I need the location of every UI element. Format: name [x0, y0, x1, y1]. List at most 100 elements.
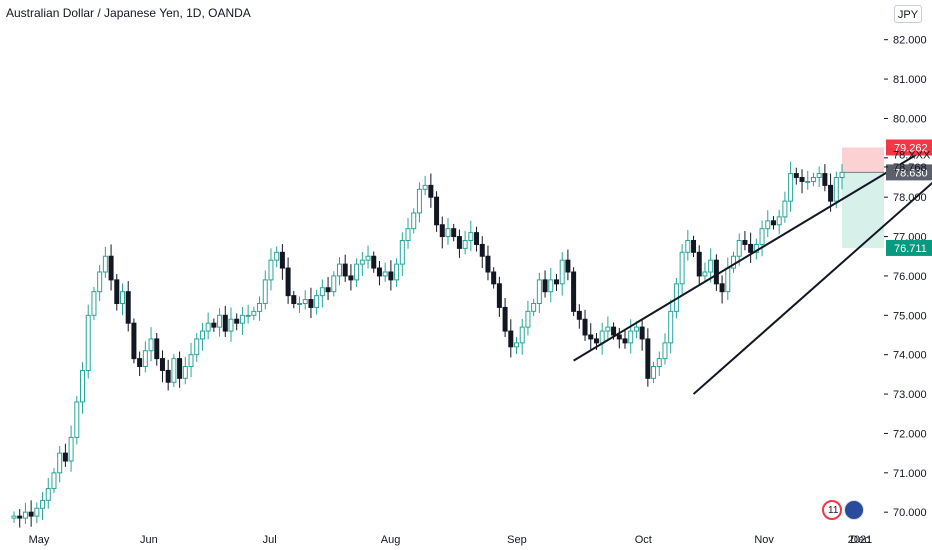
x-tick-label: Oct [635, 534, 652, 546]
candle [45, 477, 51, 509]
partial-price-text: 78.XXX [893, 149, 931, 161]
candle-body [628, 330, 634, 344]
candle-body [274, 251, 280, 261]
candle [257, 296, 263, 321]
candle-body [782, 200, 788, 218]
candle [348, 264, 354, 291]
candle-body [548, 279, 554, 293]
australia-flag-icon[interactable] [844, 500, 864, 520]
candle [542, 270, 548, 298]
candle-body [833, 177, 839, 202]
candle [91, 286, 97, 321]
candle [645, 328, 651, 387]
y-tick-label: 81.000 [893, 74, 927, 86]
candle-body [331, 275, 337, 293]
symbol-title: Australian Dollar / Japanese Yen, 1D, OA… [6, 6, 251, 20]
candle-body [468, 232, 474, 241]
candle [810, 172, 816, 187]
candle-body [651, 366, 657, 379]
candle-body [582, 318, 588, 336]
candle-body [531, 303, 537, 312]
y-tick-label: 73.000 [893, 389, 927, 401]
candle-body [148, 338, 154, 352]
candle [502, 297, 508, 337]
candle-body [80, 369, 86, 403]
candle [462, 231, 468, 255]
candle [628, 319, 634, 354]
candle [285, 257, 291, 304]
candle [28, 500, 34, 527]
candle-body [605, 326, 611, 332]
candle [262, 270, 268, 310]
candle [22, 502, 28, 524]
candle [491, 267, 497, 289]
candle [759, 220, 765, 257]
candle-body [736, 240, 742, 257]
candle [308, 287, 314, 319]
candle-body [28, 511, 34, 517]
candle-body [593, 338, 599, 344]
candle-body [588, 334, 594, 340]
candle-body [731, 255, 737, 269]
candle-body [616, 334, 622, 340]
candle-body [725, 267, 731, 293]
lower-wedge-line[interactable] [692, 162, 932, 395]
stop-price-tag-text: 79.262 [894, 142, 928, 154]
candle [108, 244, 114, 291]
price-axis[interactable]: 70.000 71.000 72.000 73.000 74.000 75.000 76.0… [884, 35, 927, 520]
candle [142, 341, 148, 373]
candle-body [108, 255, 114, 281]
candle-body [828, 184, 834, 202]
candle [805, 170, 811, 190]
candle [702, 262, 708, 282]
candle [559, 251, 565, 296]
candle-body [496, 283, 502, 308]
candle-body [314, 295, 320, 308]
candle-body [839, 171, 845, 179]
candle [696, 245, 702, 286]
candle [137, 351, 143, 376]
candle [451, 223, 457, 242]
candle [148, 327, 154, 362]
candle [479, 236, 485, 269]
candle-body [394, 263, 400, 281]
candle-body [508, 330, 514, 348]
candle-body [119, 291, 125, 304]
y-tick-label: 76.000 [893, 271, 927, 283]
candle-body [542, 279, 548, 293]
candle [656, 351, 662, 376]
candle-body [416, 188, 422, 214]
candle [776, 209, 782, 235]
candle [519, 318, 525, 355]
candle [622, 329, 628, 349]
y-tick-label: 71.000 [893, 468, 927, 480]
candle [719, 275, 725, 304]
candle-body [279, 251, 285, 269]
candle [171, 353, 177, 387]
candle-body [245, 314, 251, 317]
candle [34, 502, 40, 524]
event-red-icon[interactable]: 11 [822, 500, 842, 520]
candle-body [302, 299, 308, 304]
candle [633, 321, 639, 339]
currency-button[interactable]: JPY [894, 5, 922, 23]
candle-body [239, 314, 245, 324]
last-price-text: 78.768 [893, 162, 927, 174]
candle [571, 267, 577, 317]
candle-body [759, 228, 765, 245]
candle-body [753, 243, 759, 253]
stop-price-tag-bg [886, 139, 932, 156]
candle [685, 229, 691, 261]
candle-body [382, 271, 388, 277]
candle-body [565, 259, 571, 273]
candle-body [217, 314, 223, 328]
candle [342, 254, 348, 282]
candle [125, 281, 131, 332]
candle [376, 260, 382, 286]
candle-body [359, 259, 365, 265]
candle [245, 304, 251, 324]
x-tick-label: Jul [263, 534, 277, 546]
candle [62, 443, 68, 467]
